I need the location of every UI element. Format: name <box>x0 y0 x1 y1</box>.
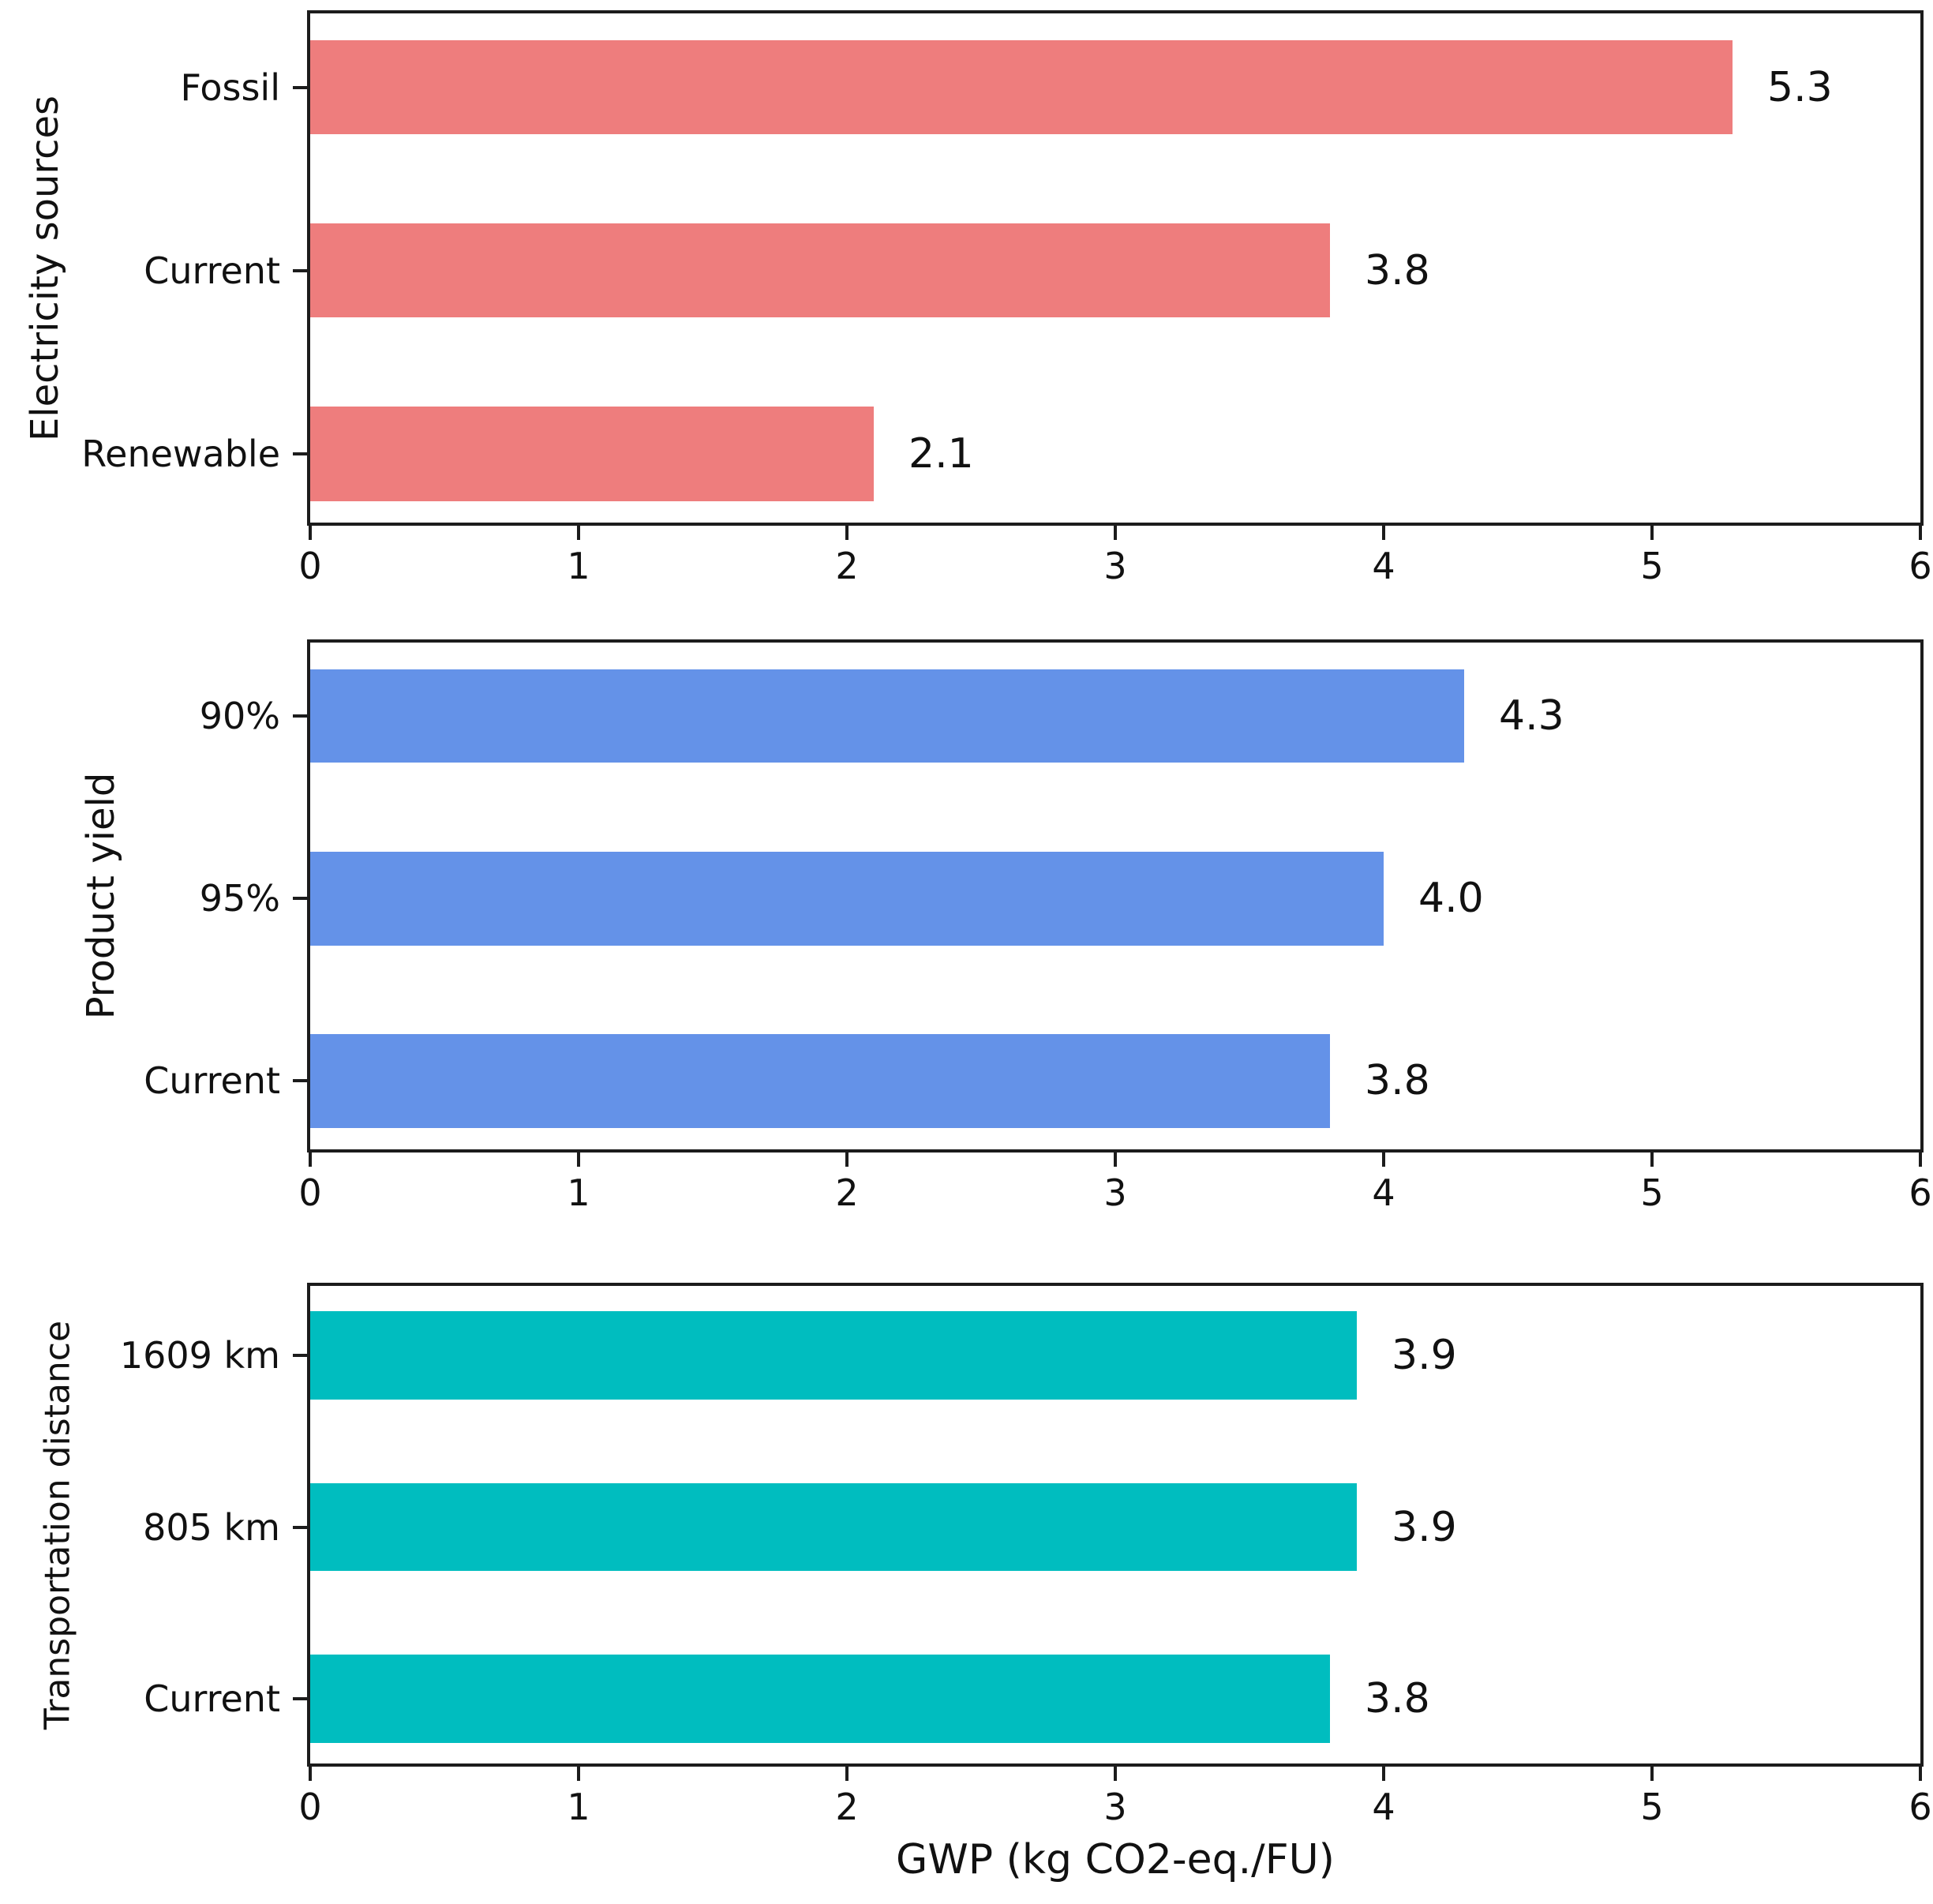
y-tick-mark <box>293 1697 310 1701</box>
bar-value-label: 4.0 <box>1418 875 1484 923</box>
bar-row: 2.1 <box>310 407 1920 501</box>
x-tick-mark <box>309 1149 312 1167</box>
x-tick-label: 5 <box>1640 1786 1664 1828</box>
bar-value-label: 3.8 <box>1365 1057 1430 1105</box>
x-tick-label: 3 <box>1103 1171 1127 1214</box>
x-tick-label: 1 <box>567 1786 590 1828</box>
x-tick-label: 1 <box>567 545 590 587</box>
y-axis-title-product-yield: Product yield <box>79 772 123 1020</box>
bar-value-label: 3.8 <box>1365 1675 1430 1723</box>
x-tick-label: 4 <box>1372 545 1395 587</box>
x-tick-mark <box>1919 1763 1922 1781</box>
x-tick-label: 0 <box>298 545 322 587</box>
x-tick-mark <box>309 1763 312 1781</box>
bar <box>310 1482 1357 1572</box>
bar-row: 3.9 <box>310 1482 1920 1572</box>
bar <box>310 407 874 501</box>
x-tick-mark <box>1650 1763 1654 1781</box>
x-tick-label: 1 <box>567 1171 590 1214</box>
bar-value-label: 3.9 <box>1392 1503 1457 1551</box>
bar-row: 3.9 <box>310 1310 1920 1400</box>
bar-row: 5.3 <box>310 39 1920 135</box>
x-tick-label: 2 <box>835 1171 859 1214</box>
x-tick-mark <box>577 1763 580 1781</box>
x-tick-mark <box>845 523 848 540</box>
bar-row: 3.8 <box>310 1655 1920 1744</box>
x-tick-label: 4 <box>1372 1171 1395 1214</box>
x-tick-label: 6 <box>1909 1171 1932 1214</box>
bar <box>310 851 1384 946</box>
x-tick-label: 4 <box>1372 1786 1395 1828</box>
bar-value-label: 4.3 <box>1499 692 1564 740</box>
x-tick-mark <box>1114 1149 1117 1167</box>
bar <box>310 669 1464 763</box>
bar <box>310 223 1330 318</box>
y-axis-title-transportation-distance: Transportation distance <box>37 1320 78 1730</box>
x-tick-label: 5 <box>1640 545 1664 587</box>
x-tick-mark <box>845 1763 848 1781</box>
x-tick-label: 6 <box>1909 1786 1932 1828</box>
category-tick-label: 1609 km <box>119 1333 280 1377</box>
bar-row: 4.0 <box>310 851 1920 946</box>
x-tick-label: 2 <box>835 545 859 587</box>
category-tick-label: Current <box>144 1677 280 1721</box>
x-tick-label: 3 <box>1103 1786 1127 1828</box>
category-tick-label: Renewable <box>81 432 280 475</box>
bar <box>310 1310 1357 1400</box>
category-tick-label: 805 km <box>143 1505 280 1549</box>
x-tick-mark <box>1382 1763 1385 1781</box>
bar <box>310 1033 1330 1128</box>
x-tick-mark <box>309 523 312 540</box>
bar-value-label: 2.1 <box>908 429 974 478</box>
bar-value-label: 5.3 <box>1767 63 1833 111</box>
x-tick-label: 3 <box>1103 545 1127 587</box>
x-tick-label: 2 <box>835 1786 859 1828</box>
x-tick-mark <box>577 523 580 540</box>
y-tick-mark <box>293 1079 310 1083</box>
category-tick-label: Current <box>144 1059 280 1103</box>
y-axis-title-electricity-sources: Electricity sources <box>23 95 67 442</box>
x-tick-mark <box>845 1149 848 1167</box>
y-tick-mark <box>293 1525 310 1529</box>
bar-value-label: 3.8 <box>1365 246 1430 294</box>
y-tick-mark <box>293 897 310 901</box>
category-tick-label: Fossil <box>180 66 280 109</box>
plot-area-transportation-distance: 3.9 1609 km 3.9 805 km 3.8 Current 0 1 2 3 4 5 6 <box>120 1283 1932 1828</box>
bar-row: 3.8 <box>310 1033 1920 1128</box>
x-tick-label: 0 <box>298 1171 322 1214</box>
y-tick-mark <box>293 85 310 89</box>
x-tick-mark <box>1382 523 1385 540</box>
bar <box>310 1655 1330 1744</box>
y-tick-mark <box>293 452 310 455</box>
x-tick-mark <box>1114 523 1117 540</box>
y-tick-mark <box>293 1353 310 1357</box>
y-tick-mark <box>293 714 310 718</box>
bar-row: 3.8 <box>310 223 1920 318</box>
x-tick-mark <box>1650 1149 1654 1167</box>
category-tick-label: 95% <box>199 877 280 920</box>
x-tick-label: 5 <box>1640 1171 1664 1214</box>
plot-area-electricity-sources: 5.3 Fossil 3.8 Current 2.1 Renewable 0 1 2 3 4 5 6 <box>81 10 1932 587</box>
x-tick-mark <box>1919 523 1922 540</box>
x-tick-label: 6 <box>1909 545 1932 587</box>
x-tick-mark <box>1650 523 1654 540</box>
bar <box>310 39 1733 135</box>
category-tick-label: Current <box>144 249 280 292</box>
bar-value-label: 3.9 <box>1392 1331 1457 1379</box>
y-tick-mark <box>293 268 310 272</box>
x-tick-mark <box>1114 1763 1117 1781</box>
x-tick-label: 0 <box>298 1786 322 1828</box>
bar-row: 4.3 <box>310 669 1920 763</box>
x-tick-mark <box>577 1149 580 1167</box>
x-tick-mark <box>1919 1149 1922 1167</box>
x-axis-title: GWP (kg CO2-eq./FU) <box>896 1836 1335 1883</box>
category-tick-label: 90% <box>199 695 280 738</box>
plot-area-product-yield: 4.3 90% 4.0 95% 3.8 Current 0 1 2 3 4 5 6 <box>144 639 1932 1214</box>
x-tick-mark <box>1382 1149 1385 1167</box>
